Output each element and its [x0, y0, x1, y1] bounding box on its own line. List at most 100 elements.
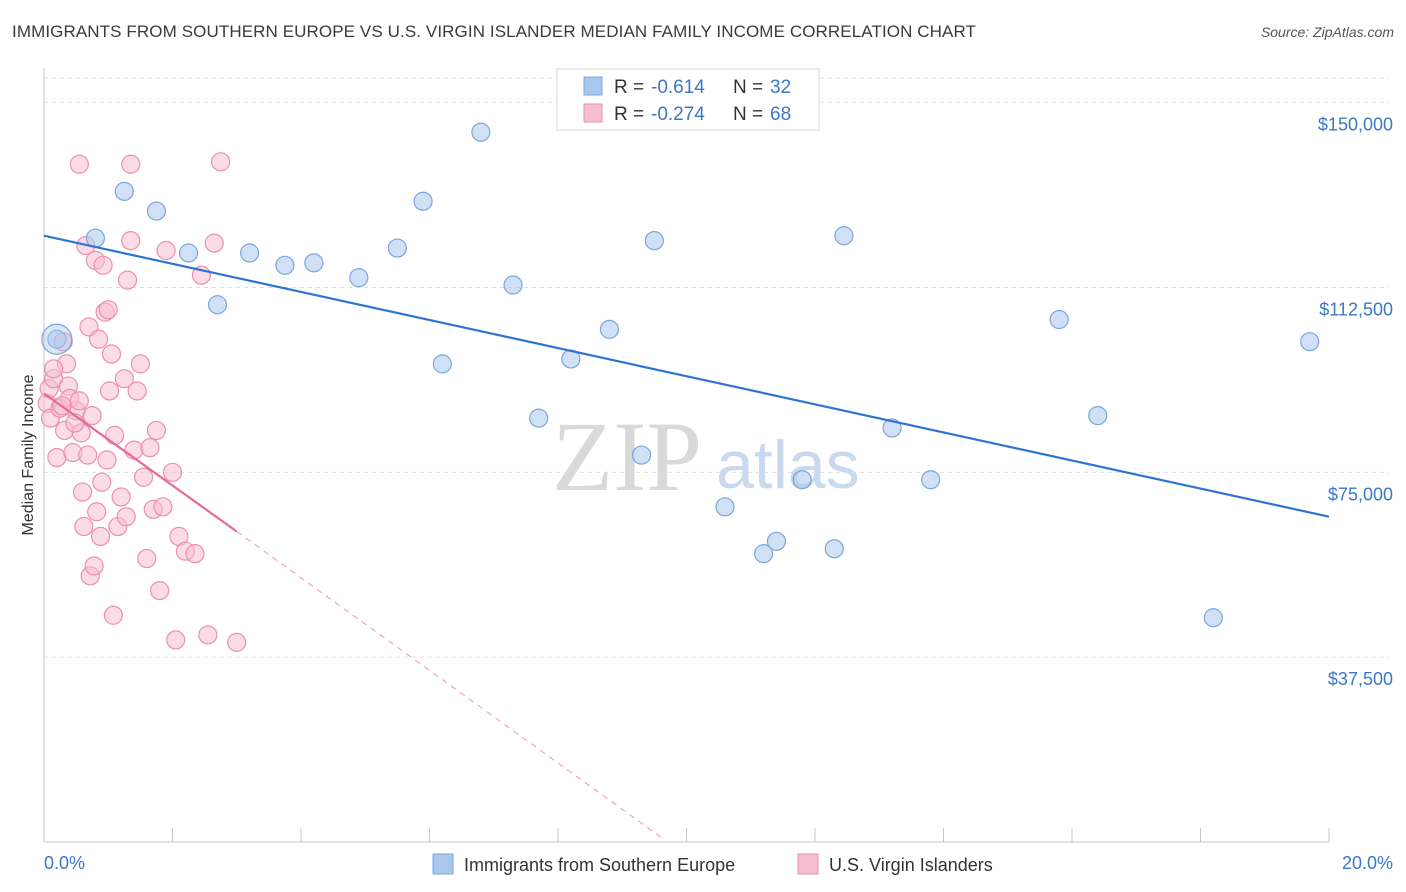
data-point	[753, 544, 774, 564]
data-point	[349, 268, 369, 288]
data-point	[97, 450, 117, 470]
data-point	[882, 418, 902, 438]
data-point	[121, 231, 141, 251]
data-point	[121, 154, 141, 174]
axes	[43, 68, 1330, 843]
data-point	[275, 255, 295, 275]
data-point	[1203, 608, 1223, 628]
data-point	[227, 632, 247, 652]
data-point	[114, 369, 134, 389]
data-point	[116, 507, 136, 527]
chart-source: Source: ZipAtlas.com	[1260, 24, 1394, 40]
data-point	[715, 497, 735, 517]
bottom-legend-swatch-blue	[432, 853, 454, 875]
data-point	[304, 253, 324, 273]
x-tick-label-right: 20.0%	[1342, 853, 1393, 873]
data-point	[117, 270, 138, 290]
data-point	[834, 226, 854, 246]
y-tick-labels: $37,500 $75,000 $112,500 $150,000	[1318, 115, 1393, 690]
data-point	[153, 497, 173, 517]
data-point	[90, 526, 111, 547]
data-point	[89, 329, 109, 349]
y-tick-label: $112,500	[1319, 299, 1393, 319]
legend-n-value-pink: 68	[770, 104, 791, 125]
y-tick-label: $150,000	[1318, 115, 1393, 135]
data-point	[101, 344, 122, 364]
data-point	[93, 255, 113, 275]
data-point	[766, 531, 787, 551]
x-tick-label-left: 0.0%	[44, 853, 85, 873]
y-axis-label: Median Family Income	[20, 374, 37, 535]
data-point	[921, 470, 941, 490]
data-point	[133, 467, 154, 487]
data-point	[137, 548, 157, 569]
data-point	[211, 152, 231, 172]
data-point	[103, 605, 123, 625]
data-point	[69, 154, 89, 174]
grid	[44, 77, 1389, 658]
data-point	[792, 470, 812, 490]
legend-r-value-blue: -0.614	[651, 77, 705, 98]
data-point	[432, 354, 452, 374]
legend-r-label-pink: R =	[614, 104, 644, 125]
data-point	[44, 359, 64, 379]
legend-r-value-pink: -0.274	[651, 104, 705, 125]
data-point	[114, 181, 134, 201]
data-point	[98, 300, 118, 320]
y-tick-label: $37,500	[1328, 669, 1393, 689]
chart-title: IMMIGRANTS FROM SOUTHERN EUROPE VS U.S. …	[12, 22, 977, 41]
legend-n-value-blue: 32	[770, 77, 791, 98]
data-point	[185, 544, 205, 564]
trend-lines	[43, 234, 1330, 838]
data-point-large	[41, 323, 73, 355]
data-point	[74, 516, 94, 537]
data-point	[87, 502, 107, 522]
data-point	[166, 630, 186, 650]
data-point	[471, 122, 491, 142]
data-point	[47, 329, 67, 349]
bottom-legend-label-pink: U.S. Virgin Islanders	[829, 855, 993, 875]
data-point	[78, 445, 98, 465]
data-point	[599, 319, 620, 339]
trend-line-blue	[43, 234, 1330, 518]
data-point	[156, 240, 176, 261]
data-point	[631, 445, 652, 465]
legend-r-label-blue: R =	[614, 77, 644, 98]
legend-swatch-blue	[583, 76, 603, 96]
correlation-legend: R = -0.614 N = 32 R = -0.274 N = 68	[556, 68, 820, 131]
data-point	[1088, 406, 1108, 426]
bottom-legend-label-blue: Immigrants from Southern Europe	[464, 855, 735, 875]
data-point	[72, 482, 93, 502]
watermark-atlas: atlas	[716, 427, 860, 503]
data-point	[92, 472, 112, 492]
data-point	[1049, 309, 1069, 330]
data-point	[111, 487, 131, 507]
data-point	[146, 201, 167, 221]
data-point	[140, 438, 160, 458]
trend-line-pink-extension	[236, 531, 662, 838]
legend-n-label-blue: N =	[733, 77, 763, 98]
data-point	[503, 275, 523, 295]
data-point	[824, 539, 844, 559]
legend-swatch-pink	[583, 103, 603, 123]
data-point	[178, 243, 199, 263]
legend-n-label-pink: N =	[733, 104, 763, 125]
data-point	[198, 625, 218, 645]
data-point	[387, 238, 407, 258]
bottom-legend-swatch-pink	[797, 853, 819, 875]
data-point	[413, 191, 433, 211]
data-point	[146, 420, 167, 441]
data-point	[644, 231, 664, 251]
series-us-virgin-islanders	[37, 152, 247, 652]
watermark-zip: ZIP	[552, 401, 702, 512]
data-point	[150, 581, 170, 601]
trend-line-pink	[43, 392, 238, 533]
data-point	[162, 462, 183, 482]
data-point	[240, 243, 260, 263]
data-point	[127, 381, 147, 401]
data-point	[69, 391, 89, 411]
data-point	[529, 408, 549, 428]
data-point	[105, 425, 125, 445]
data-point	[124, 440, 144, 460]
